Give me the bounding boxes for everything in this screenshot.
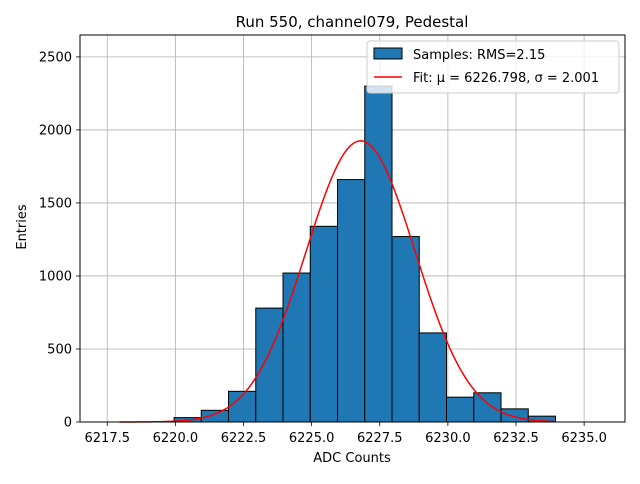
legend: Samples: RMS=2.15 Fit: μ = 6226.798, σ =… [366, 40, 620, 94]
x-tick-label: 6222.5 [221, 431, 267, 446]
histogram-bar [446, 396, 475, 423]
y-axis-ticks: 0 500 1000 1500 2000 2500 [39, 50, 80, 431]
plot-frame [79, 34, 626, 423]
legend-label-fit: Fit: μ = 6226.798, σ = 2.001 [413, 71, 599, 86]
histogram-bar [255, 307, 284, 423]
x-tick-label: 6232.5 [493, 431, 539, 446]
histogram-bar [364, 85, 393, 423]
y-tick-label: 2000 [39, 123, 72, 138]
y-tick-label: 1500 [39, 196, 72, 211]
x-tick-label: 6217.5 [85, 431, 131, 446]
legend-swatch-histogram [373, 47, 403, 60]
histogram-bar [500, 408, 529, 423]
y-tick-label: 0 [64, 416, 72, 431]
legend-label-histogram: Samples: RMS=2.15 [413, 48, 545, 63]
histogram-bar [418, 332, 448, 423]
x-tick-label: 6230.0 [425, 431, 471, 446]
x-tick-label: 6225.0 [289, 431, 335, 446]
y-axis-label: Entries [15, 204, 30, 250]
y-tick-label: 1000 [39, 269, 72, 284]
legend-box [366, 40, 620, 94]
x-axis-label: ADC Counts [313, 451, 391, 466]
histogram-bar [200, 409, 230, 423]
histogram-bar [391, 236, 420, 423]
histogram-bar [309, 225, 339, 423]
y-tick-label: 2500 [39, 50, 72, 65]
histogram-bar [337, 179, 366, 423]
x-tick-label: 6227.5 [357, 431, 403, 446]
gaussian-fit-curve [119, 140, 556, 423]
y-tick-label: 500 [47, 342, 72, 357]
histogram-bars [173, 85, 557, 423]
histogram-bar [473, 392, 502, 423]
chart-title: Run 550, channel079, Pedestal [236, 13, 469, 31]
histogram-bar [282, 272, 311, 423]
x-axis-ticks: 6217.5 6220.0 6222.5 6225.0 6227.5 6230.0 6232… [85, 422, 607, 446]
x-tick-label: 6220.0 [153, 431, 199, 446]
x-tick-label: 6235.0 [561, 431, 607, 446]
